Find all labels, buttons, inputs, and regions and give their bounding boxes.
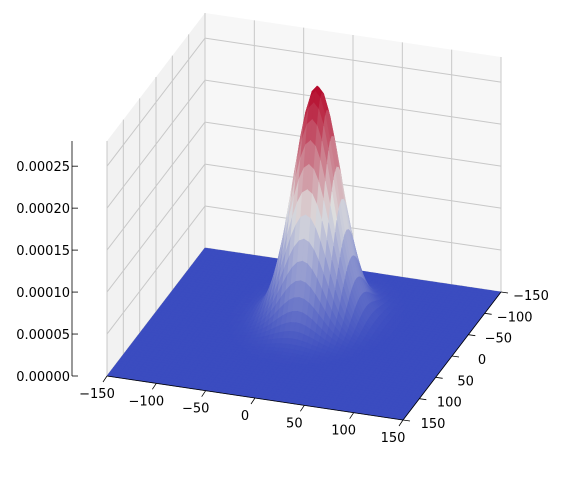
back-grid-z <box>204 79 502 125</box>
x-tick-label: 150 <box>381 431 406 446</box>
x-tick-mark <box>349 412 354 419</box>
z-tick-label: 0.00025 <box>16 160 70 175</box>
y-tick-mark <box>419 398 427 401</box>
z-tick-label: 0.00000 <box>16 370 70 385</box>
left-grid-z <box>106 121 206 251</box>
z-tick-label: 0.00020 <box>16 202 70 217</box>
x-tick-label: 0 <box>241 409 249 424</box>
tick-labels: −150 −100 −50 0 50 100 150 −150 −100 −50 0 50 100 150… <box>16 160 549 446</box>
back-grid-z <box>204 37 502 83</box>
x-tick-mark <box>300 405 305 412</box>
y-tick-label: −150 <box>513 289 549 304</box>
y-tick-mark <box>402 419 411 422</box>
surface-mesh <box>106 85 502 421</box>
left-grid-z <box>106 163 206 293</box>
y-tick-label: 150 <box>421 417 446 432</box>
axis-lines <box>71 141 509 427</box>
x-tick-mark <box>201 390 206 397</box>
left-grid-z <box>106 205 206 335</box>
y-tick-mark <box>451 355 460 358</box>
left-grid-z <box>106 37 206 167</box>
x-tick-label: −100 <box>128 394 164 409</box>
x-tick-label: −50 <box>182 402 209 417</box>
y-tick-mark <box>484 312 492 315</box>
y-tick-mark <box>468 334 476 337</box>
y-tick-label: −100 <box>497 310 533 325</box>
x-tick-mark <box>152 383 157 390</box>
y-tick-label: 50 <box>457 374 474 389</box>
y-tick-label: −50 <box>485 332 512 347</box>
back-grid-z <box>204 121 502 167</box>
x-tick-mark <box>102 375 108 383</box>
back-grid-z <box>204 205 502 251</box>
x-tick-mark <box>398 419 404 427</box>
z-tick-label: 0.00010 <box>16 286 70 301</box>
x-tick-label: 100 <box>331 424 356 439</box>
x-tick-label: 50 <box>286 416 303 431</box>
x-tick-mark <box>250 397 256 405</box>
y-tick-label: 0 <box>478 353 486 368</box>
y-tick-mark <box>500 291 509 294</box>
x-tick-label: −150 <box>79 387 115 402</box>
y-tick-mark <box>435 376 443 379</box>
back-grid-z <box>204 163 502 209</box>
z-tick-label: 0.00005 <box>16 328 70 343</box>
z-tick-label: 0.00015 <box>16 244 70 259</box>
y-tick-label: 100 <box>437 396 462 411</box>
left-grid-z <box>106 79 206 209</box>
